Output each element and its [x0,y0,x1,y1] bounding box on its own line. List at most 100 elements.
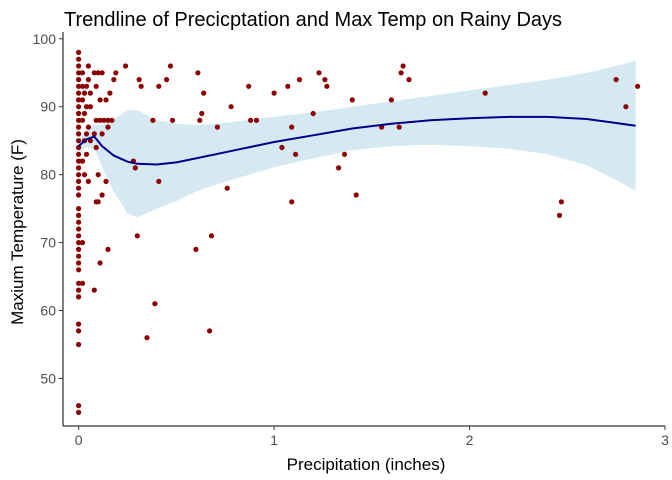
data-point [93,83,99,89]
data-point [93,117,99,123]
data-point [406,77,412,83]
data-point [76,280,82,286]
data-point [76,287,82,293]
data-point [208,233,215,239]
data-point [132,165,138,171]
data-point [76,192,82,198]
data-point [197,117,203,123]
data-point [107,90,113,96]
data-point [105,117,111,123]
data-point [81,90,88,96]
data-point [85,77,91,83]
data-point [76,158,82,164]
data-point [76,117,82,123]
trend-line-layer [77,115,636,166]
data-point [76,226,82,232]
data-point [105,246,111,252]
y-tick-label: 70 [40,235,56,251]
data-point [310,110,316,117]
y-tick-label: 90 [40,99,56,115]
data-point [316,70,322,76]
data-point [79,97,86,103]
data-point [248,117,254,123]
data-point [85,178,91,184]
data-point [76,151,82,157]
data-point [201,90,207,96]
data-point [76,328,82,334]
data-point [111,77,117,83]
data-point [152,301,158,307]
data-point [167,63,174,69]
data-point [97,117,103,123]
data-point [353,192,359,198]
data-point [79,280,86,286]
y-tick-label: 100 [33,31,57,47]
confidence-band-layer [78,60,636,218]
data-point [79,117,86,123]
data-point [400,63,406,69]
data-point [396,124,402,130]
y-tick-label: 80 [40,167,56,183]
data-point [134,233,140,239]
trend-line [77,115,636,166]
y-tick-label: 60 [40,303,56,319]
data-point [623,104,629,110]
data-point [79,83,86,89]
data-point [482,90,488,96]
data-point [76,185,82,191]
data-point [76,409,82,415]
data-point [76,77,82,83]
data-point [341,151,348,157]
data-point [556,212,563,218]
data-point [95,70,101,76]
data-point [150,117,156,123]
data-point [76,240,82,246]
data-point [76,70,82,76]
data-point [97,260,103,266]
data-point [76,63,82,69]
data-point [76,294,82,300]
data-point [388,97,394,103]
data-point [99,131,105,137]
data-point [224,185,230,191]
data-point [293,151,299,157]
data-point [103,178,109,184]
x-tick-label: 0 [75,432,83,448]
data-point [398,70,404,76]
data-point [324,83,330,89]
x-tick-label: 2 [466,432,474,448]
data-point [228,104,234,110]
data-point [79,158,86,164]
data-point [76,246,82,252]
data-point [76,321,82,327]
data-point [85,124,91,130]
data-point [95,199,101,205]
data-point [103,97,109,103]
data-point [195,70,201,76]
data-point [144,335,150,341]
data-point [91,70,97,76]
data-point [81,110,88,117]
data-point [79,240,86,246]
data-point [613,77,619,83]
data-point [76,165,82,171]
data-point [271,90,277,96]
data-point [91,131,97,137]
data-point [83,104,90,110]
x-axis-title: Precipitation (inches) [287,455,446,474]
data-point [76,403,82,409]
data-point [87,104,93,110]
data-point [76,178,82,184]
data-point [193,246,199,252]
data-point [76,104,82,110]
data-point [76,267,82,273]
data-point [76,219,82,225]
data-point [97,97,103,103]
data-point [279,144,285,151]
data-point [93,144,99,151]
data-point [91,287,97,293]
data-point [156,178,162,184]
data-point [289,199,295,205]
data-point [87,90,93,96]
data-point [246,83,252,89]
